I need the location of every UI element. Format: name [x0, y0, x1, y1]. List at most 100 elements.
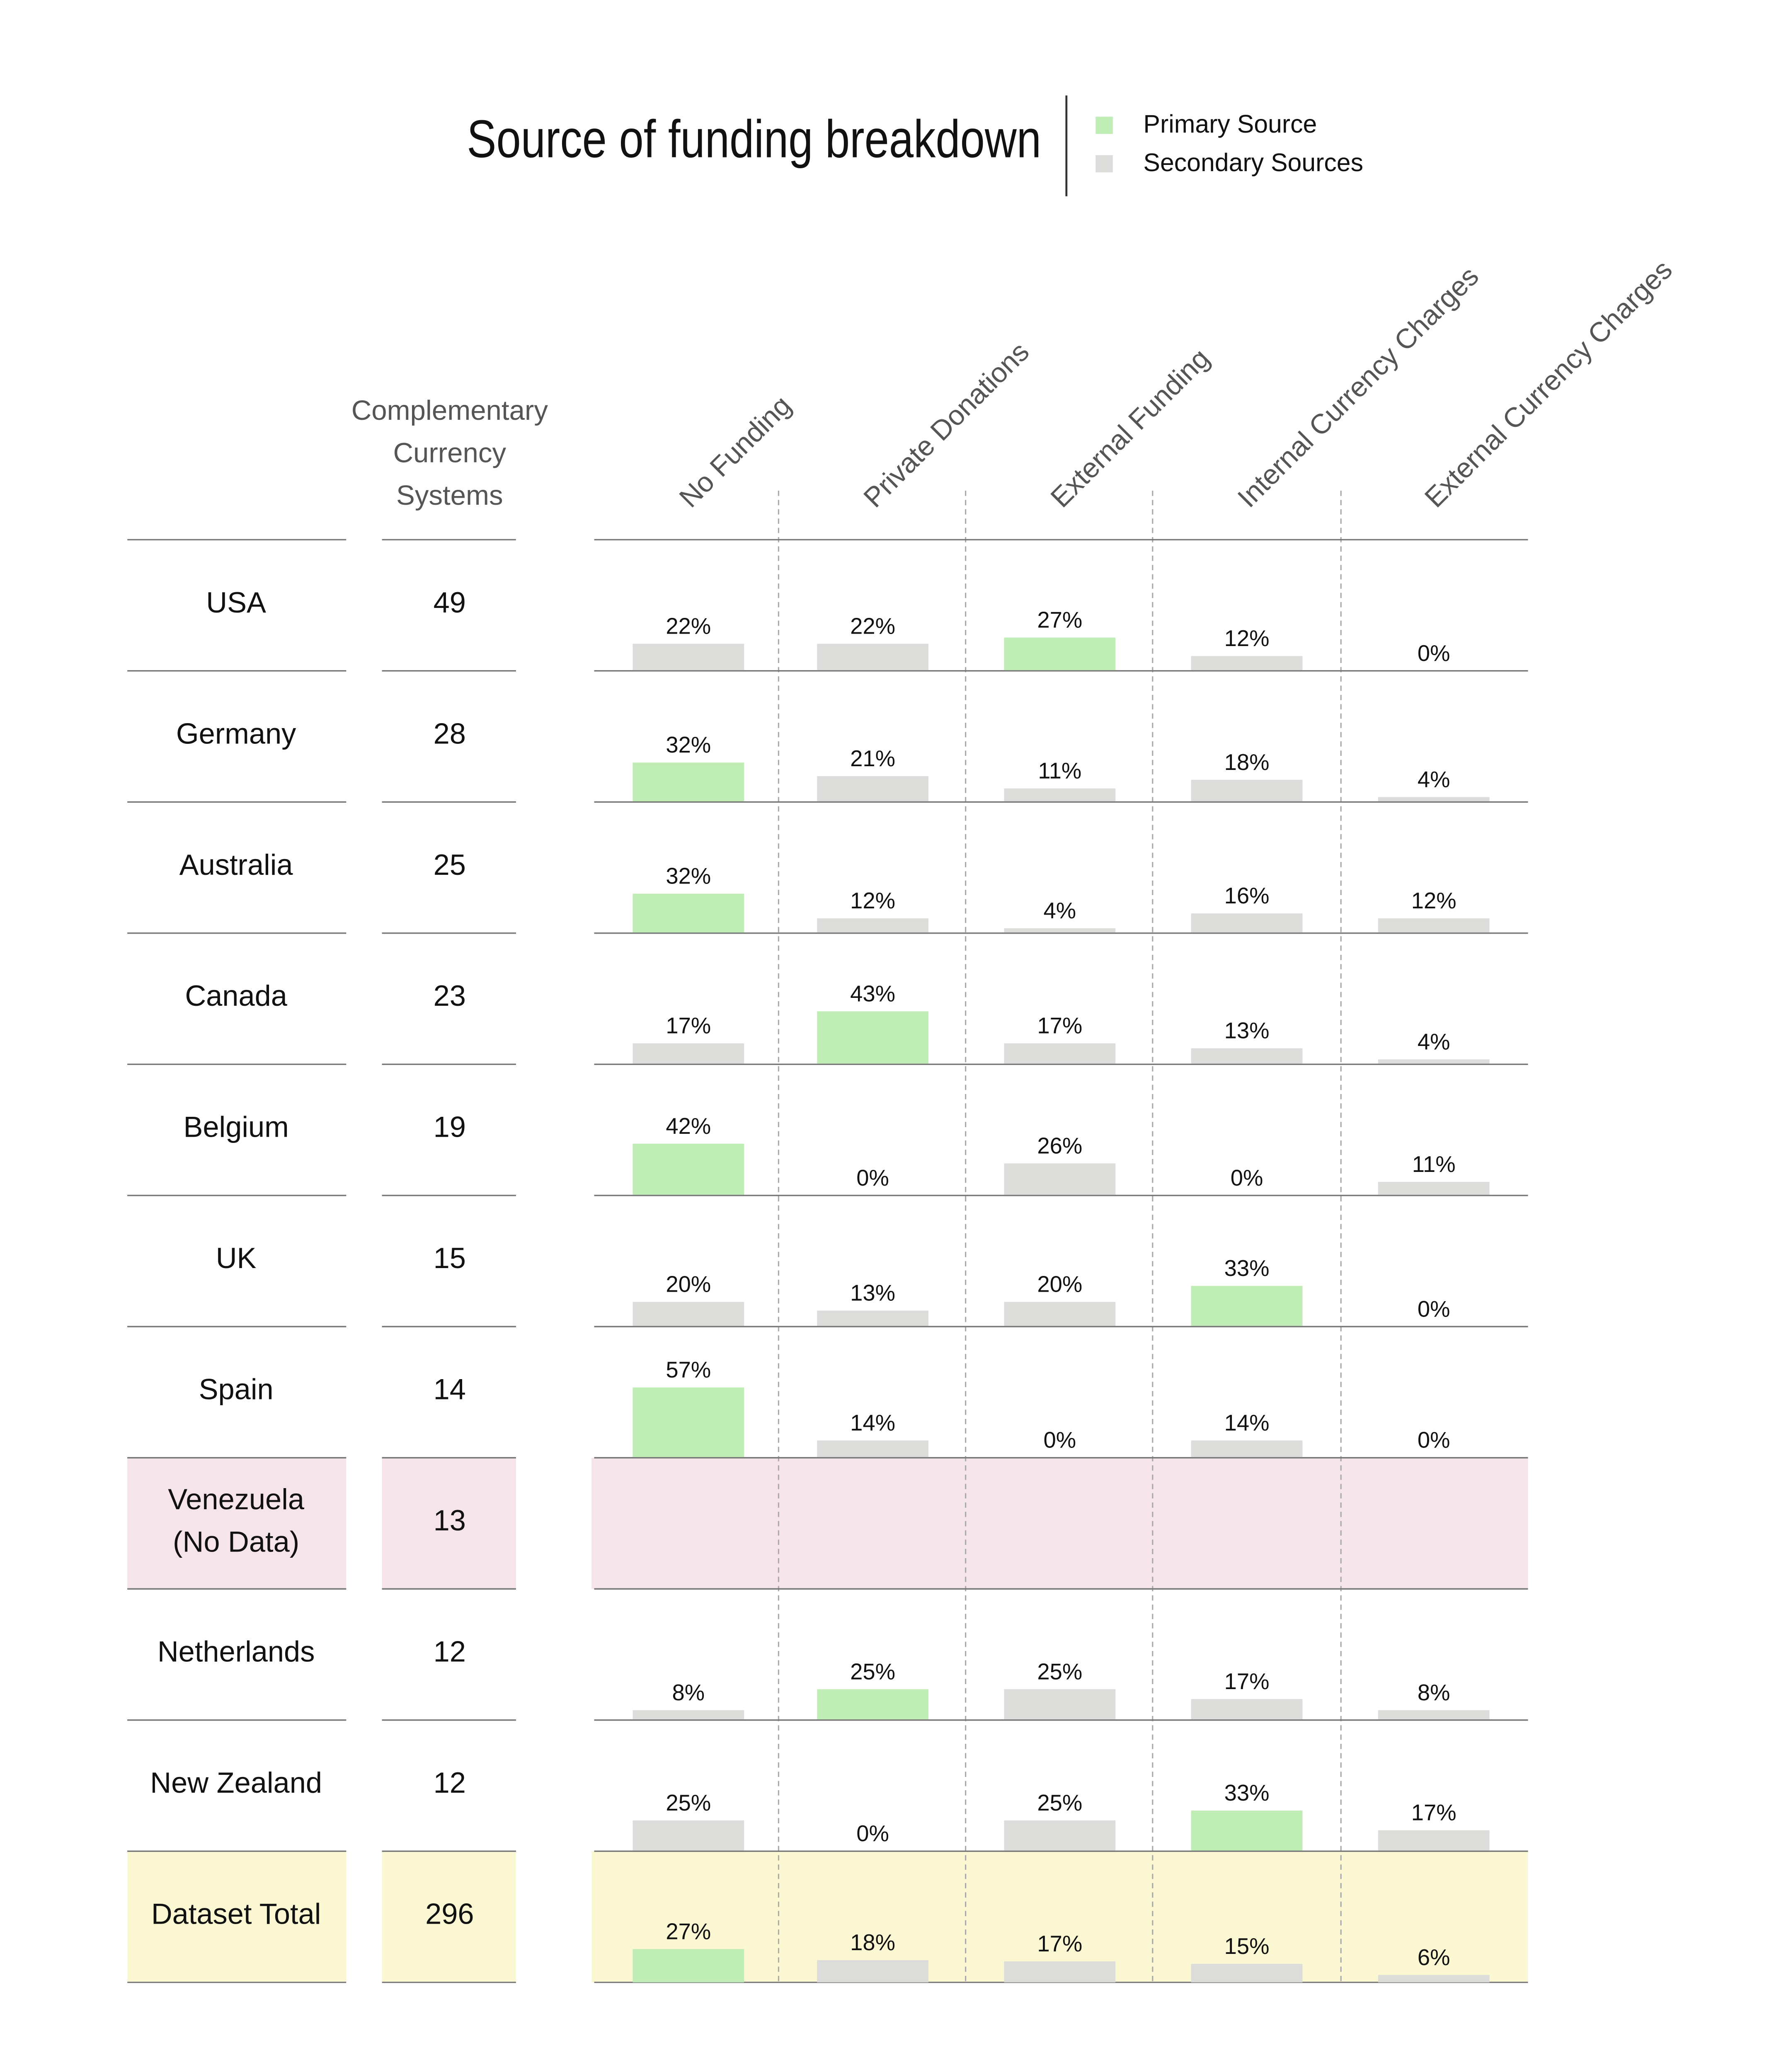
- bar: [633, 893, 744, 933]
- value-label: 14%: [850, 1410, 895, 1435]
- value-label: 14%: [1224, 1410, 1270, 1435]
- value-label: 17%: [1037, 1931, 1082, 1956]
- value-label: 6%: [1418, 1945, 1450, 1970]
- row-label: USA: [206, 586, 266, 619]
- value-label: 0%: [1231, 1165, 1263, 1191]
- row-label: Canada: [185, 979, 287, 1012]
- value-label: 17%: [1411, 1800, 1457, 1825]
- bar: [1378, 1059, 1490, 1065]
- bar: [1004, 788, 1116, 802]
- value-label: 20%: [666, 1272, 711, 1297]
- legend-label: Primary Source: [1143, 110, 1317, 138]
- bar: [1378, 797, 1490, 802]
- value-label: 25%: [1037, 1659, 1082, 1684]
- value-label: 57%: [666, 1357, 711, 1382]
- bar: [1378, 1710, 1490, 1720]
- value-label: 25%: [666, 1790, 711, 1815]
- bar: [633, 1387, 744, 1458]
- bar: [1004, 1163, 1116, 1196]
- bar: [817, 1960, 929, 1982]
- value-label: 0%: [1418, 641, 1450, 666]
- row-label: Venezuela: [168, 1483, 305, 1515]
- value-label: 13%: [1224, 1018, 1270, 1043]
- value-label: 20%: [1037, 1272, 1082, 1297]
- value-label: 4%: [1044, 898, 1076, 923]
- bar: [1378, 1975, 1490, 1982]
- bar: [1004, 928, 1116, 933]
- legend-label: Secondary Sources: [1143, 148, 1363, 177]
- row-background: [382, 1457, 516, 1589]
- bar: [1004, 1820, 1116, 1852]
- row-label: Belgium: [183, 1111, 288, 1143]
- value-label: 16%: [1224, 883, 1270, 908]
- row-background: [127, 1851, 347, 1982]
- value-label: 18%: [1224, 750, 1270, 775]
- value-label: 32%: [666, 732, 711, 758]
- value-label: 0%: [856, 1821, 889, 1846]
- legend-swatch: [1095, 116, 1113, 134]
- bar: [1004, 1689, 1116, 1720]
- bar: [1191, 656, 1303, 671]
- value-label: 0%: [1044, 1428, 1076, 1453]
- value-label: 42%: [666, 1113, 711, 1139]
- bar: [1191, 1810, 1303, 1852]
- row-count: 19: [434, 1111, 466, 1143]
- value-label: 4%: [1418, 1029, 1450, 1054]
- bar: [1004, 1043, 1116, 1065]
- bar: [817, 644, 929, 671]
- row-count: 13: [434, 1504, 466, 1537]
- value-label: 12%: [850, 888, 895, 913]
- value-label: 26%: [1037, 1133, 1082, 1158]
- bar: [1378, 1830, 1490, 1852]
- value-label: 12%: [1411, 888, 1457, 913]
- row-background: [591, 1851, 1528, 1982]
- row-count: 23: [434, 979, 466, 1012]
- bar: [817, 1689, 929, 1720]
- legend-swatch: [1095, 155, 1113, 172]
- value-label: 11%: [1038, 758, 1081, 784]
- value-label: 33%: [1224, 1256, 1270, 1281]
- value-label: 13%: [850, 1280, 895, 1306]
- row-label: New Zealand: [150, 1766, 322, 1799]
- value-label: 8%: [1418, 1680, 1450, 1705]
- value-label: 33%: [1224, 1780, 1270, 1806]
- bar: [1191, 913, 1303, 933]
- column-header: Currency: [393, 437, 507, 468]
- column-dividers: [778, 491, 1342, 1982]
- chart-title: Source of funding breakdown: [467, 109, 1041, 169]
- bar: [817, 1310, 929, 1327]
- value-label: 0%: [856, 1165, 889, 1191]
- value-label: 27%: [1037, 608, 1082, 633]
- value-label: 8%: [672, 1680, 705, 1705]
- bar: [1378, 1182, 1490, 1196]
- row-label: Dataset Total: [151, 1898, 321, 1930]
- value-label: 17%: [666, 1013, 711, 1038]
- value-label: 11%: [1412, 1152, 1456, 1177]
- bar: [633, 1820, 744, 1852]
- bar: [817, 918, 929, 933]
- value-label: 21%: [850, 746, 895, 771]
- row-count: 296: [425, 1898, 474, 1930]
- value-label: 27%: [666, 1919, 711, 1944]
- row-label: Germany: [176, 717, 296, 750]
- value-label: 43%: [850, 981, 895, 1006]
- bar: [1004, 1302, 1116, 1327]
- value-label: 12%: [1224, 626, 1270, 651]
- value-label: 0%: [1418, 1296, 1450, 1322]
- value-label: 32%: [666, 864, 711, 889]
- row-label: UK: [216, 1242, 257, 1274]
- row-count: 49: [434, 586, 466, 619]
- row-label: (No Data): [173, 1525, 299, 1558]
- bar: [817, 776, 929, 802]
- row-count: 28: [434, 717, 466, 750]
- column-header: Systems: [396, 480, 503, 511]
- bar: [633, 644, 744, 671]
- bar: [1191, 1048, 1303, 1065]
- bar: [1004, 637, 1116, 671]
- value-label: 18%: [850, 1930, 895, 1955]
- bar: [633, 1143, 744, 1196]
- bar: [1191, 1964, 1303, 1982]
- column-header: Private Donations: [858, 336, 1035, 513]
